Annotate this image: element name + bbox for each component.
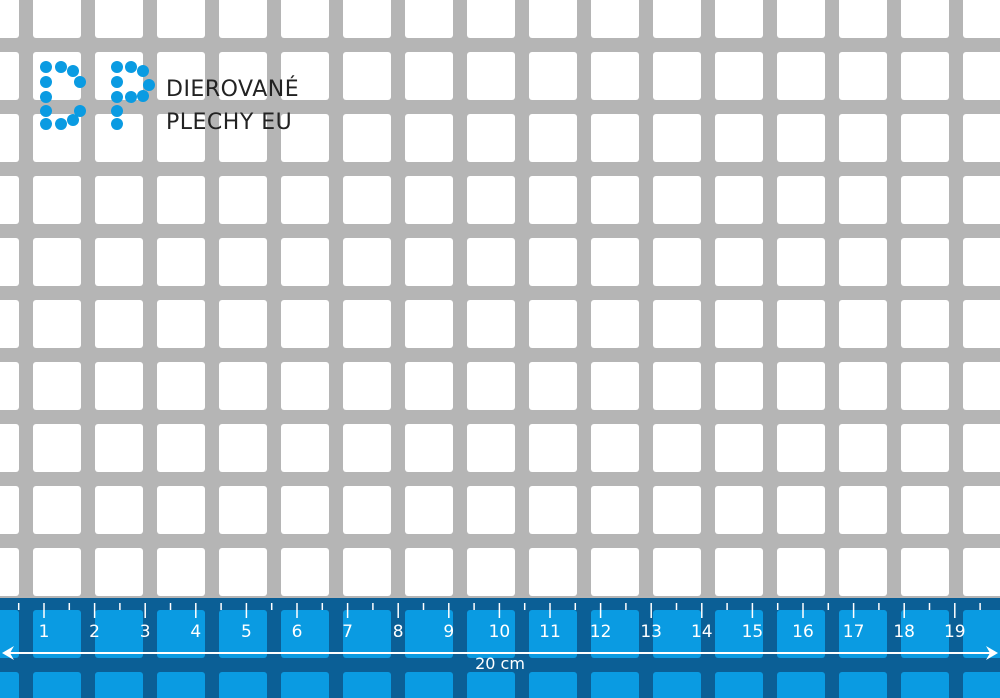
logo-dot xyxy=(111,61,123,73)
logo-dot xyxy=(40,118,52,130)
logo-dot xyxy=(67,65,79,77)
logo-dot xyxy=(125,61,137,73)
logo-dot xyxy=(111,105,123,117)
ruler-label: 8 xyxy=(392,622,404,642)
logo-dot xyxy=(137,90,149,102)
logo-dot xyxy=(74,105,86,117)
logo-dot xyxy=(137,65,149,77)
metal-grid xyxy=(0,0,1000,598)
logo-dot xyxy=(125,91,137,103)
dp-logo xyxy=(40,61,155,130)
ruler-label: 19 xyxy=(943,622,966,642)
ruler-label: 12 xyxy=(589,622,612,642)
logo-dot xyxy=(40,61,52,73)
logo-dot xyxy=(55,118,67,130)
ruler-label: 10 xyxy=(488,622,511,642)
ruler-label: 11 xyxy=(539,622,561,642)
logo-dot xyxy=(40,91,52,103)
logo-dot xyxy=(111,76,123,88)
ruler-label: 18 xyxy=(893,622,916,642)
arrow-right-icon xyxy=(986,646,998,660)
logo-dot xyxy=(111,91,123,103)
ruler-label: 14 xyxy=(690,622,713,642)
ruler-label: 3 xyxy=(139,622,151,642)
length-label: 20 cm xyxy=(475,654,525,673)
ruler-label: 7 xyxy=(342,622,354,642)
ruler-label: 6 xyxy=(291,622,303,642)
arrow-left-icon xyxy=(2,646,14,660)
logo-dot xyxy=(111,118,123,130)
ruler-label: 17 xyxy=(842,622,865,642)
ruler-label: 5 xyxy=(240,622,252,642)
ruler-label: 9 xyxy=(443,622,455,642)
brand-line-2: PLECHY EU xyxy=(166,110,293,135)
ruler-label: 16 xyxy=(792,622,814,642)
ruler-label: 15 xyxy=(741,622,764,642)
ruler-label: 13 xyxy=(640,622,663,642)
logo-dot xyxy=(67,114,79,126)
brand-line-1: DIEROVANÉ xyxy=(166,77,300,102)
logo-dot xyxy=(40,105,52,117)
ruler-ticks xyxy=(17,603,981,618)
ruler-label: 1 xyxy=(38,622,50,642)
logo-dot xyxy=(74,76,86,88)
ruler-label: 4 xyxy=(190,622,202,642)
logo-dot xyxy=(143,79,155,91)
logo-dot xyxy=(55,61,67,73)
ruler-label: 2 xyxy=(89,622,101,642)
logo-dot xyxy=(40,76,52,88)
